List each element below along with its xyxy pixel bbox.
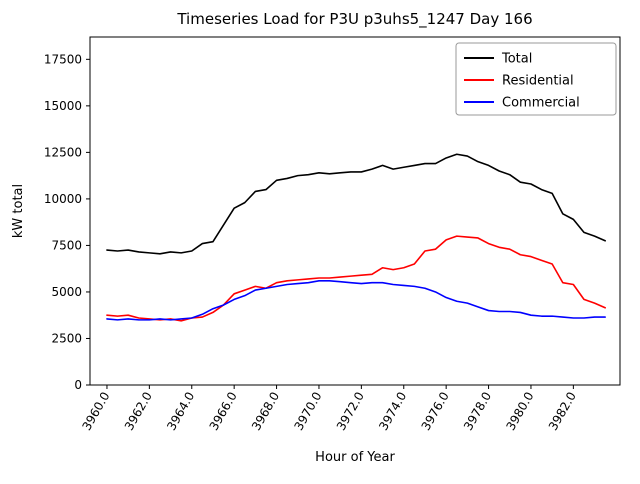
y-tick-label: 15000: [44, 99, 82, 113]
legend-label-commercial: Commercial: [502, 96, 580, 111]
legend: Total Residential Commercial: [455, 42, 617, 116]
y-tick-label: 7500: [51, 238, 82, 252]
axes-border: [89, 36, 621, 386]
y-tick-label: 10000: [44, 192, 82, 206]
y-tick-label: 0: [74, 378, 82, 392]
legend-label-residential: Residential: [502, 74, 574, 89]
y-tick-label: 5000: [51, 285, 82, 299]
y-axis-label: kW total: [11, 184, 26, 238]
series-line-commercial: [106, 279, 606, 321]
legend-box: [455, 42, 617, 116]
series-line-total: [106, 153, 606, 255]
y-tick-label: 12500: [44, 145, 82, 159]
series-lines: [106, 153, 606, 322]
x-axis-label: Hour of Year: [315, 450, 395, 465]
y-tick-label: 2500: [51, 331, 82, 345]
y-tick-label: 17500: [44, 52, 82, 66]
legend-label-total: Total: [501, 52, 532, 67]
chart-title: Timeseries Load for P3U p3uhs5_1247 Day …: [176, 10, 532, 29]
